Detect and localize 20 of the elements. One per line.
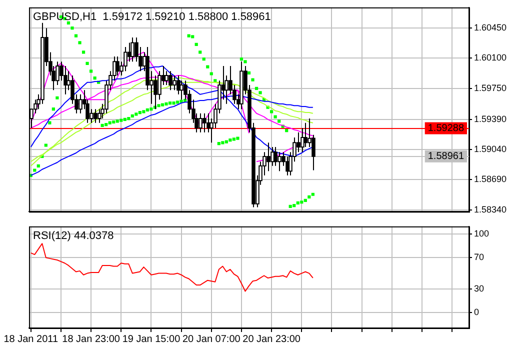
y-tick-label: 70 (474, 252, 484, 262)
y-tick-label: 30 (474, 283, 484, 294)
y-tick-label: 1.58690 (474, 174, 507, 184)
y-tick-label: 1.59040 (474, 144, 507, 154)
x-tick-label: 20 Jan 07:00 (182, 334, 241, 345)
y-tick-label: 0 (474, 306, 480, 317)
chart-title: RSI(12) 44.0378 (33, 230, 114, 242)
y-tick-label: 1.60450 (474, 22, 507, 33)
y-tick-label: 1.59750 (474, 82, 507, 93)
y-tick-label: 100 (474, 228, 490, 239)
x-tick-label: 18 Jan 2011 (4, 334, 58, 345)
x-tick-label: 18 Jan 23:00 (62, 334, 120, 345)
chart-title: GBPUSD,H1 1.59172 1.59210 1.58800 1.58961 (33, 10, 271, 23)
ref-line-label: 1.58961 (428, 151, 464, 162)
y-tick-label: 1.60100 (474, 52, 507, 63)
y-tick-label: 1.59390 (474, 114, 507, 124)
y-tick-label: 1.58340 (474, 204, 507, 214)
ref-line-label: 1.59288 (428, 122, 464, 134)
x-tick-label: 20 Jan 23:00 (242, 334, 301, 345)
x-tick-label: 19 Jan 15:00 (122, 334, 181, 345)
